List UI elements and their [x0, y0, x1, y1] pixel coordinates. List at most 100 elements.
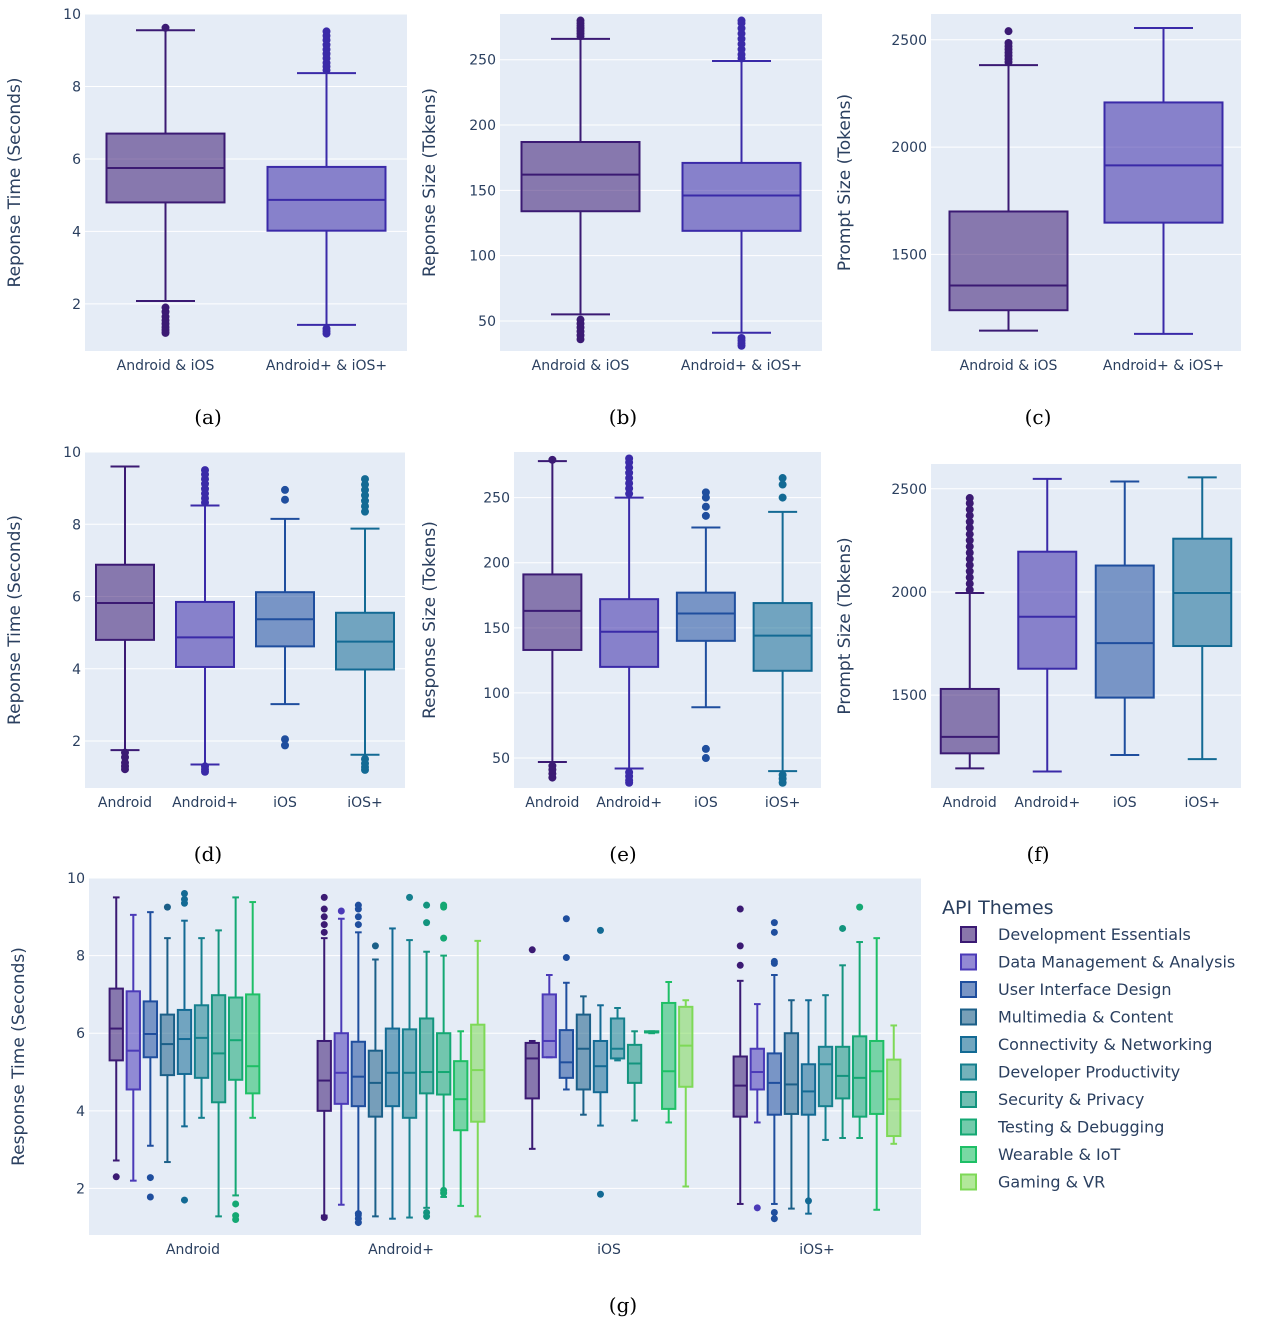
box-g [869, 937, 885, 1211]
outlier-point [232, 1212, 240, 1220]
outlier-point [354, 1215, 362, 1223]
legend-swatch [960, 1173, 977, 1191]
chart-b: 50 100 150 200 250 Reponse Size (Tokens) Andro… [420, 14, 822, 374]
outlier-point [965, 494, 974, 503]
box-g [541, 974, 557, 1059]
box-g [817, 994, 834, 1141]
x-tick-label-g: iOS+ [799, 1242, 835, 1258]
outlier-point [701, 511, 710, 520]
outlier-point [548, 455, 557, 464]
outlier-point [180, 895, 188, 903]
box-body [661, 1001, 677, 1110]
outlier-point [965, 585, 974, 594]
outlier-point [778, 474, 787, 483]
y-tick-label-b: 100 [469, 249, 496, 265]
outlier-point [201, 762, 209, 771]
y-axis-label-b: Reponse Size (Tokens) [420, 88, 440, 277]
outlier-point [856, 903, 864, 911]
box-g [575, 995, 592, 1116]
x-tick-label-g: Android [166, 1242, 220, 1258]
y-tick-label-d: 10 [63, 445, 81, 461]
box-g [333, 907, 349, 1206]
x-tick-label-c: Android+ & iOS+ [1103, 358, 1224, 374]
x-tick-label-b: Android & iOS [532, 358, 630, 374]
y-tick-label-e: 150 [483, 621, 510, 637]
box-body [869, 1039, 885, 1115]
outlier-point [320, 1214, 328, 1222]
y-tick-label-d: 6 [72, 590, 81, 606]
y-tick-label-g: 2 [76, 1181, 85, 1197]
outlier-point [354, 901, 362, 909]
outlier-point [839, 924, 847, 932]
box-g [524, 946, 540, 1150]
outlier-point [965, 548, 974, 557]
box-body [1094, 564, 1155, 699]
outlier-point [562, 954, 570, 962]
box-body [524, 1041, 540, 1100]
chart-f: 1500 2000 2500 Prompt Size (Tokens) Android A… [835, 464, 1241, 811]
box-body [453, 1060, 469, 1132]
x-tick-label-e: Android [525, 795, 579, 811]
box-body [108, 987, 124, 1062]
outlier-point [320, 921, 328, 929]
y-tick-label-b: 250 [469, 53, 496, 69]
x-tick-label-a: Android & iOS [117, 358, 215, 374]
box-body [851, 1035, 868, 1118]
y-tick-label-g: 4 [76, 1104, 85, 1120]
outlier-point [965, 561, 974, 570]
box-g [435, 901, 452, 1198]
outlier-point [804, 1197, 812, 1205]
legend-entry: User Interface Design [998, 980, 1172, 999]
chart-g: 2 4 6 8 10 Response Time (Seconds) Android Andr… [9, 871, 921, 1258]
legend-entry: Connectivity & Networking [998, 1035, 1212, 1054]
box-e [522, 455, 583, 782]
outlier-point [736, 961, 744, 969]
outlier-point [423, 1208, 431, 1216]
box-g [886, 1024, 902, 1145]
outlier-point [201, 466, 209, 475]
outlier-point [1004, 27, 1013, 36]
caption-f: (f) [1026, 842, 1049, 866]
y-tick-label-a: 10 [63, 7, 81, 23]
outlier-point [770, 1215, 778, 1223]
box-body [752, 602, 813, 672]
y-tick-label-a: 4 [72, 224, 81, 240]
y-tick-label-e: 250 [483, 491, 510, 507]
box-g [108, 896, 124, 1181]
y-tick-label-f: 2500 [891, 482, 927, 498]
box-c [948, 27, 1069, 332]
box-body [384, 1027, 401, 1108]
legend-entry: Testing & Debugging [997, 1118, 1164, 1137]
outlier-point [361, 475, 369, 484]
outlier-point [778, 480, 787, 489]
box-body [783, 1032, 800, 1115]
outlier-point [320, 928, 328, 936]
caption-e: (e) [609, 842, 636, 866]
y-tick-label-f: 2000 [891, 585, 927, 601]
outlier-point [965, 542, 974, 551]
box-g [316, 893, 332, 1222]
outlier-point [423, 901, 431, 909]
box-body [470, 1023, 486, 1123]
outlier-point [965, 579, 974, 588]
box-g [643, 1030, 660, 1035]
legend-title: API Themes [942, 897, 1054, 919]
y-tick-label-c: 1500 [891, 247, 927, 263]
legend-swatch [960, 1146, 977, 1163]
box-body [125, 990, 141, 1091]
box-body [210, 994, 227, 1104]
box-a [266, 27, 387, 338]
outlier-point [965, 517, 974, 526]
chart-a: 2 4 6 8 10 Reponse Time (Seconds) Android & iO… [5, 7, 407, 374]
outlier-point [180, 1196, 188, 1204]
caption-b: (b) [609, 405, 637, 429]
box-b [681, 16, 802, 350]
box-body [1103, 101, 1224, 224]
box-g [367, 942, 384, 1218]
outlier-point [146, 1174, 154, 1182]
y-axis-label-a: Reponse Time (Seconds) [5, 78, 25, 288]
box-body [948, 210, 1069, 312]
y-tick-label-b: 200 [469, 118, 496, 134]
x-tick-label-a: Android+ & iOS+ [266, 358, 387, 374]
x-tick-label-e: iOS+ [765, 795, 801, 811]
